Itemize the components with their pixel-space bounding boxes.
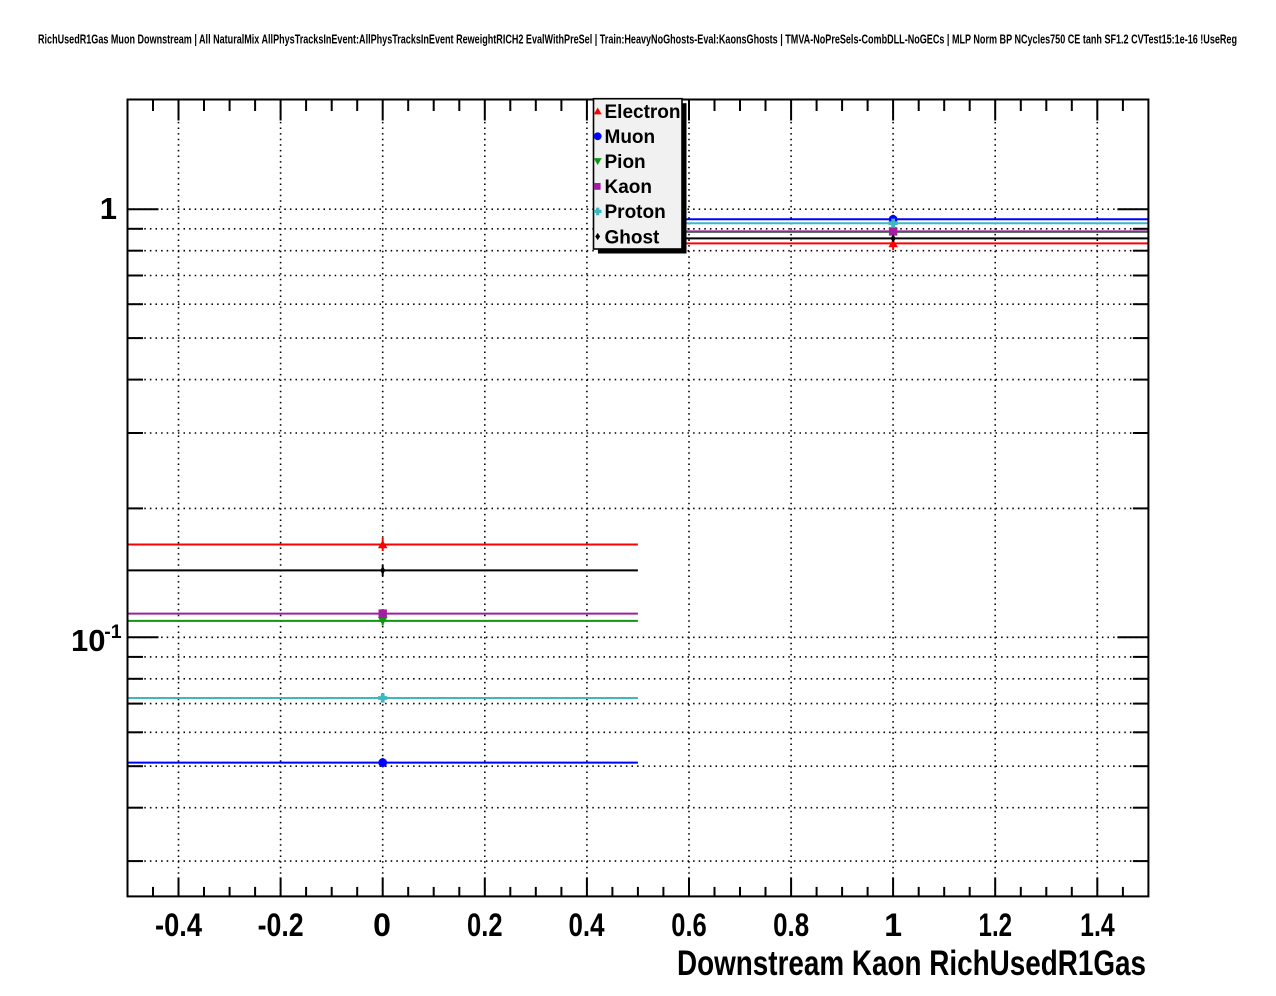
svg-text:Proton: Proton	[605, 202, 666, 223]
svg-text:-1: -1	[104, 621, 121, 643]
svg-text:Ghost: Ghost	[605, 227, 661, 248]
svg-text:Downstream Kaon RichUsedR1Gas: Downstream Kaon RichUsedR1Gas	[677, 944, 1146, 983]
svg-text:1.2: 1.2	[979, 907, 1013, 943]
svg-text:0.4: 0.4	[569, 907, 605, 943]
svg-text:Electron: Electron	[605, 102, 681, 123]
svg-text:RichUsedR1Gas Muon Downstream: RichUsedR1Gas Muon Downstream | All Natu…	[38, 33, 1237, 47]
svg-text:10: 10	[71, 623, 105, 658]
svg-text:0.2: 0.2	[467, 907, 503, 943]
svg-text:0.8: 0.8	[773, 907, 809, 943]
svg-text:0: 0	[373, 907, 391, 943]
svg-text:1.4: 1.4	[1080, 907, 1115, 943]
svg-text:-0.4: -0.4	[155, 907, 202, 943]
svg-text:Pion: Pion	[605, 152, 646, 173]
svg-text:-0.2: -0.2	[258, 907, 304, 943]
svg-text:Muon: Muon	[605, 127, 656, 148]
svg-text:Kaon: Kaon	[605, 177, 653, 198]
svg-text:1: 1	[100, 191, 117, 226]
svg-text:0.6: 0.6	[671, 907, 707, 943]
svg-text:1: 1	[884, 907, 902, 943]
